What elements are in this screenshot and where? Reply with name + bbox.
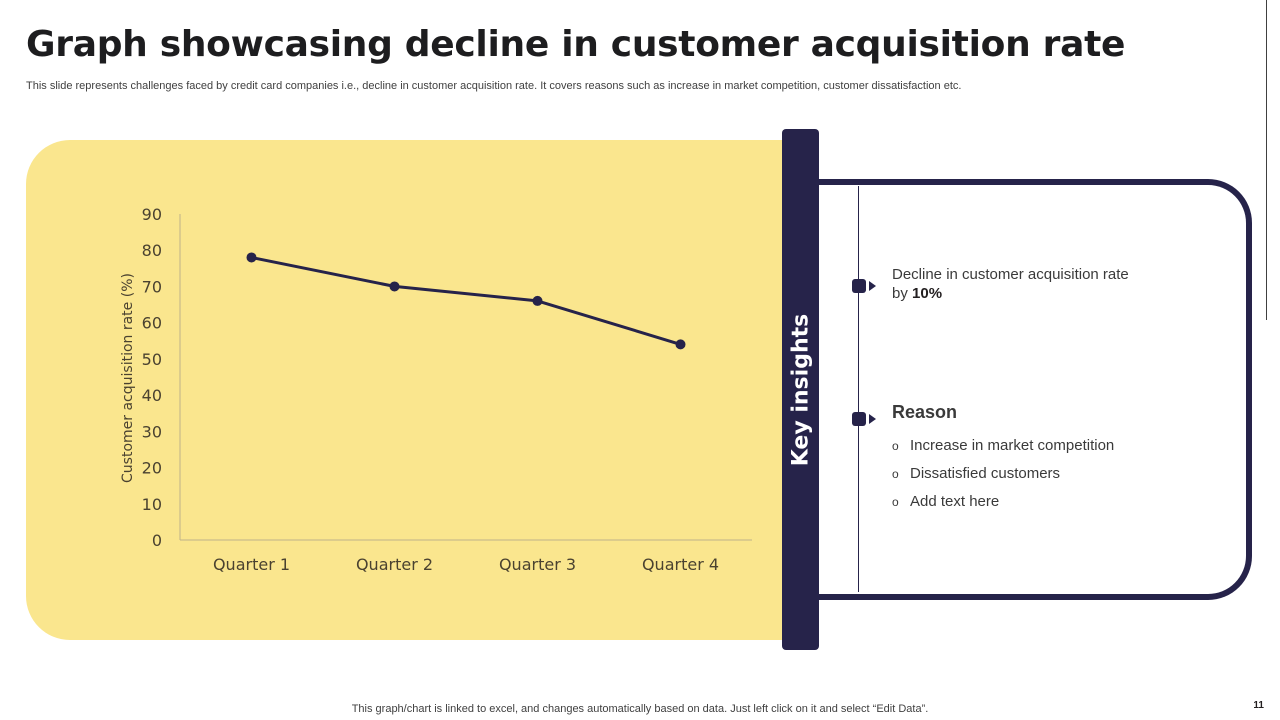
y-tick-label: 30 [142, 422, 162, 441]
y-tick-label: 70 [142, 277, 162, 296]
data-point[interactable] [532, 295, 543, 306]
bullet-marker-icon [852, 278, 880, 294]
insight-decline: Decline in customer acquisition rate by … [892, 265, 1142, 303]
reason-item-text: Add text here [910, 493, 1000, 510]
y-tick-label: 50 [142, 350, 162, 369]
insight-decline-text: Decline in customer acquisition rate by [892, 266, 1129, 302]
y-tick-label: 40 [142, 386, 162, 405]
circle-bullet-icon: o [892, 495, 899, 509]
chart-panel: 0 10 20 30 40 50 60 70 80 90 Quarter 1 Quarter 2 Qu… [26, 140, 786, 640]
page-number: 11 [1253, 700, 1264, 711]
y-tick-label: 0 [152, 531, 162, 550]
y-tick-labels: 0 10 20 30 40 50 60 70 80 90 [142, 205, 162, 550]
y-tick-label: 60 [142, 314, 162, 333]
slide-title: Graph showcasing decline in customer acq… [26, 24, 1126, 65]
timeline-divider [858, 186, 859, 592]
x-tick-label: Quarter 2 [356, 555, 433, 574]
edge-divider [1266, 0, 1267, 320]
x-tick-label: Quarter 3 [499, 555, 576, 574]
data-point[interactable] [675, 339, 686, 350]
slide-subtitle: This slide represents challenges faced b… [26, 80, 962, 92]
reason-title: Reason [892, 402, 958, 422]
key-insights-bar: Key insights [782, 129, 819, 650]
x-tick-labels: Quarter 1 Quarter 2 Quarter 3 Quarter 4 [213, 555, 719, 574]
y-tick-label: 10 [142, 495, 162, 514]
bullet-marker-icon [852, 411, 880, 427]
reason-item: o Increase in market competition [892, 432, 1114, 460]
circle-bullet-icon: o [892, 439, 899, 453]
insight-decline-value: 10% [912, 285, 943, 302]
circle-bullet-icon: o [892, 467, 899, 481]
reason-item-text: Increase in market competition [910, 437, 1115, 454]
y-tick-label: 90 [142, 205, 162, 224]
data-points [246, 252, 686, 350]
reason-item-text: Dissatisfied customers [910, 465, 1061, 482]
data-point[interactable] [246, 252, 257, 263]
data-point[interactable] [389, 281, 400, 292]
y-tick-label: 80 [142, 241, 162, 260]
key-insights-card [790, 179, 1252, 600]
reason-item: o Dissatisfied customers [892, 460, 1114, 488]
y-axis-label: Customer acquisition rate (%) [120, 273, 136, 483]
x-tick-label: Quarter 1 [213, 555, 290, 574]
y-tick-label: 20 [142, 459, 162, 478]
reason-item: o Add text here [892, 488, 1114, 516]
footer-note: This graph/chart is linked to excel, and… [351, 703, 929, 715]
key-insights-heading: Key insights [788, 313, 813, 466]
x-tick-label: Quarter 4 [642, 555, 719, 574]
reason-list: o Increase in market competition o Dissatis… [892, 432, 1114, 516]
series-line[interactable] [251, 256, 681, 346]
